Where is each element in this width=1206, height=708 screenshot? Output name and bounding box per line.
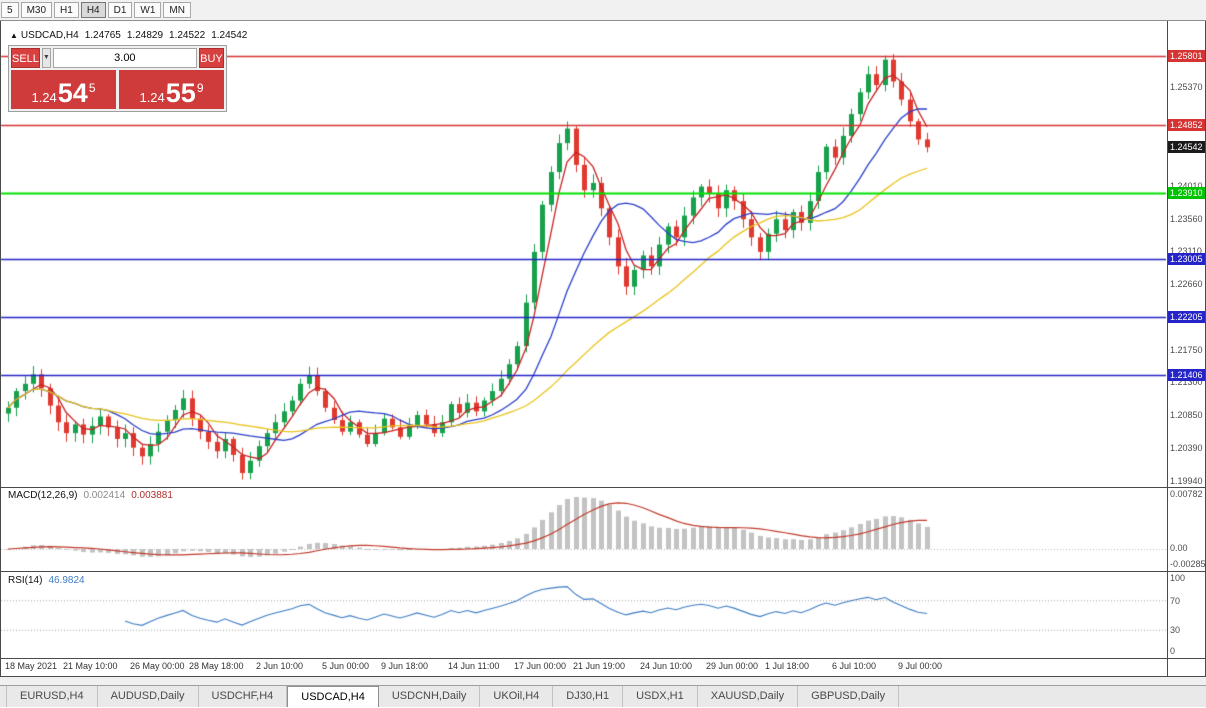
sell-button[interactable]: SELL: [11, 48, 40, 68]
time-axis-label: 28 May 18:00: [189, 661, 244, 671]
timeframe-button-mn[interactable]: MN: [163, 2, 191, 18]
open-value: 1.24765: [84, 30, 121, 41]
macd-signal-value: 0.003881: [131, 490, 173, 501]
macd-main-value: 0.002414: [83, 490, 126, 501]
price-level-badge: 1.22205: [1168, 310, 1205, 323]
price-axis-label: 1.19940: [1170, 476, 1203, 486]
rsi-panel-separator[interactable]: [0, 571, 1206, 572]
price-level-badge: 1.24852: [1168, 118, 1205, 131]
rsi-axis-label: 100: [1170, 573, 1186, 583]
time-axis-label: 26 May 00:00: [130, 661, 185, 671]
price-axis-label: 1.20390: [1170, 443, 1203, 454]
volume-dropdown-button[interactable]: ▼: [41, 48, 51, 68]
macd-panel-separator[interactable]: [0, 487, 1206, 488]
price-level-badge: 1.25801: [1168, 50, 1205, 62]
chart-frame-left: [0, 21, 1, 677]
bottom-strip: [0, 677, 1206, 685]
chart-tab-usdcad[interactable]: USDCAD,H4: [287, 686, 379, 707]
buy-price-point: 9: [196, 81, 204, 95]
rsi-axis-label: 30: [1170, 625, 1181, 635]
sell-price-display[interactable]: 1.24 54 5: [11, 70, 116, 109]
sell-price-point: 5: [88, 81, 96, 95]
price-axis-label: 1.23560: [1170, 213, 1203, 224]
chart-tab-usdcnh[interactable]: USDCNH,Daily: [379, 686, 481, 707]
time-axis-label: 24 Jun 10:00: [640, 661, 693, 671]
volume-input[interactable]: [52, 48, 197, 68]
price-level-badge: 1.24542: [1168, 141, 1205, 154]
timeframe-button-m30[interactable]: M30: [20, 2, 53, 18]
rsi-header: RSI(14) 46.9824: [8, 575, 91, 586]
chart-frame-bottom: [0, 676, 1206, 677]
time-axis-label: 18 May 2021: [5, 661, 58, 671]
time-axis-label: 9 Jun 18:00: [381, 661, 429, 671]
price-axis-label: 1.23110: [1170, 246, 1202, 257]
price-axis[interactable]: [1168, 22, 1206, 676]
time-axis-label: 2 Jun 10:00: [256, 661, 304, 671]
timeframe-button-h1[interactable]: H1: [54, 2, 79, 18]
price-axis-label: 1.21750: [1170, 344, 1203, 355]
price-level-badge: 1.21406: [1168, 368, 1205, 381]
buy-price-pips: 55: [165, 78, 196, 108]
timeframe-button-w1[interactable]: W1: [134, 2, 162, 18]
time-axis-label: 5 Jun 00:00: [322, 661, 370, 671]
low-value: 1.24522: [169, 30, 206, 41]
timeframe-button-h4[interactable]: H4: [80, 2, 106, 18]
price-level-badge: 1.23005: [1168, 252, 1205, 265]
chart-tab-dj30[interactable]: DJ30,H1: [553, 686, 624, 707]
chart-tab-usdx[interactable]: USDX,H1: [623, 686, 698, 707]
panel-collapse-icon[interactable]: ▲: [10, 31, 18, 40]
macd-header: MACD(12,26,9) 0.002414 0.003881: [8, 490, 179, 501]
time-axis-label: 17 Jun 00:00: [514, 661, 567, 671]
timeframe-toolbar: 5 M30 H1 H4 D1 W1 MN: [0, 0, 1206, 21]
price-axis-label: 1.20850: [1170, 410, 1203, 420]
symbol-label: USDCAD,H4: [20, 30, 79, 41]
price-axis-label: 1.21300: [1170, 377, 1203, 388]
price-level-badge: 1.23910: [1168, 187, 1205, 200]
chart-tab-audusd[interactable]: AUDUSD,Daily: [98, 686, 199, 707]
macd-axis-label: 0.00: [1170, 543, 1188, 553]
close-value: 1.24542: [211, 30, 248, 41]
price-axis-label: 1.24010: [1170, 180, 1203, 191]
rsi-label: RSI(14): [8, 575, 43, 586]
price-axis-label: 1.22660: [1170, 278, 1203, 289]
rsi-axis-label: 0: [1170, 646, 1176, 656]
one-click-trading-panel: SELL ▼ BUY 1.24 54 5 1.24 55 9: [8, 45, 227, 112]
price-axis-label: 1.25370: [1170, 82, 1203, 93]
timeframe-button-5[interactable]: 5: [1, 2, 19, 18]
rsi-value: 46.9824: [48, 575, 85, 586]
chart-tab-xauusd[interactable]: XAUUSD,Daily: [698, 686, 799, 707]
macd-label: MACD(12,26,9): [8, 490, 78, 501]
price-axis-separator: [1167, 21, 1168, 677]
sell-price-pips: 54: [57, 78, 88, 108]
chart-ohlc-header: ▲ USDCAD,H4 1.24765 1.24829 1.24522 1.24542: [10, 30, 253, 41]
rsi-axis-label: 70: [1170, 596, 1181, 606]
time-axis-label: 6 Jul 10:00: [832, 661, 877, 671]
chart-tab-gbpusd[interactable]: GBPUSD,Daily: [798, 686, 900, 707]
chart-tab-ukoil[interactable]: UKOil,H4: [480, 686, 554, 707]
high-value: 1.24829: [126, 30, 164, 41]
time-axis-label: 9 Jul 00:00: [898, 661, 943, 671]
time-axis-separator: [0, 658, 1206, 659]
sell-price-base: 1.24: [31, 90, 57, 105]
macd-axis-label: -0.00285: [1170, 559, 1206, 569]
time-axis-label: 1 Jul 18:00: [765, 661, 810, 671]
buy-price-base: 1.24: [139, 90, 165, 105]
time-axis-label: 14 Jun 11:00: [448, 661, 500, 671]
timeframe-button-d1[interactable]: D1: [107, 2, 133, 18]
time-axis-label: 21 Jun 19:00: [573, 661, 626, 671]
buy-price-display[interactable]: 1.24 55 9: [119, 70, 224, 109]
chart-tab-bar: EURUSD,H4 AUDUSD,Daily USDCHF,H4 USDCAD,H4 U…: [0, 685, 1206, 707]
macd-axis-label: 0.00782: [1170, 489, 1203, 499]
time-axis-label: 21 May 10:00: [63, 661, 118, 671]
time-axis-label: 29 Jun 00:00: [706, 661, 759, 671]
chart-tab-eurusd[interactable]: EURUSD,H4: [6, 686, 98, 707]
buy-button[interactable]: BUY: [198, 48, 224, 68]
chart-tab-usdchf[interactable]: USDCHF,H4: [199, 686, 288, 707]
